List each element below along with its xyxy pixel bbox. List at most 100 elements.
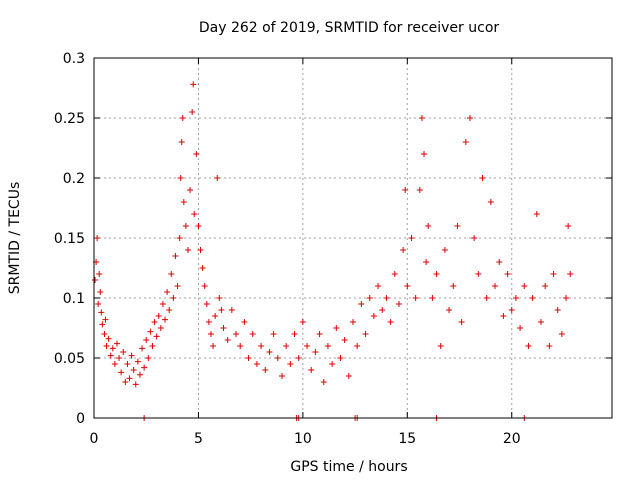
data-point [358,301,365,307]
data-point [111,361,118,367]
data-point [237,343,244,349]
data-point [299,319,306,325]
data-point [341,337,348,343]
data-point [425,223,432,229]
data-point [233,331,240,337]
data-point [96,271,103,277]
data-point [105,335,112,342]
data-point [136,371,143,378]
data-point [270,331,277,337]
data-point [101,331,108,337]
data-point [99,321,106,328]
data-point [383,295,390,301]
data-point [149,343,156,349]
y-tick-labels: 0 0.05 0.1 0.15 0.2 0.25 0.3 [54,51,85,427]
data-point [274,355,281,361]
data-point [512,295,519,301]
data-point [496,259,503,265]
data-point [134,358,141,365]
y-tick-label: 0.15 [54,231,85,247]
data-point [120,349,127,355]
data-point [216,295,223,301]
data-point [362,331,369,337]
data-point [212,313,219,319]
x-tick-label: 5 [194,431,203,447]
data-point [126,375,133,382]
data-point [178,139,185,145]
data-point [210,343,217,349]
data-point [387,319,394,325]
data-point [182,223,189,229]
data-point [151,319,158,325]
data-point [103,343,110,349]
data-point [203,301,210,307]
data-point [558,331,565,337]
plot-frame [93,57,613,419]
chart-title: Day 262 of 2019, SRMTID for receiver uco… [199,20,500,36]
grid-lines [94,58,612,418]
data-point [107,352,114,359]
data-point [408,235,415,241]
data-point [193,151,200,157]
data-point [174,283,181,289]
data-point [504,271,511,277]
data-point [441,247,448,253]
data-point [324,343,331,349]
data-point [567,271,574,277]
data-point [228,307,235,313]
data-point [454,223,461,229]
data-point [197,247,204,253]
data-point [102,316,109,323]
data-point [116,355,123,361]
data-point [207,331,214,337]
data-point [375,283,382,289]
data-point [291,331,298,337]
x-tick-label: 10 [294,431,312,447]
data-point [433,271,440,277]
data-point [487,199,494,205]
data-point [308,367,315,373]
data-point [189,109,196,115]
data-markers [92,81,574,421]
data-point [295,355,302,361]
data-point [205,319,212,325]
data-point [122,379,129,385]
data-point [337,355,344,361]
y-tick-label: 0.3 [63,51,85,67]
data-point [262,367,269,373]
data-point [162,316,169,323]
data-point [195,223,202,229]
data-point [471,235,478,241]
data-point [404,283,411,289]
data-point [184,247,191,253]
data-point [492,283,499,289]
y-tick-label: 0.25 [54,111,85,127]
data-point [241,319,248,325]
data-point [345,373,352,379]
data-point [179,115,186,121]
data-point [147,328,154,335]
data-point [199,265,206,271]
data-point [533,211,540,217]
data-point [525,343,532,349]
y-tick-label: 0 [76,411,85,427]
data-point [253,361,260,367]
data-point [537,319,544,325]
data-point [187,187,194,193]
data-point [245,355,252,361]
data-point [508,307,515,313]
data-point [191,211,198,217]
data-point [429,295,436,301]
data-point [128,352,135,359]
x-tick-label: 20 [503,431,521,447]
x-tick-label: 0 [90,431,99,447]
data-point [529,295,536,301]
data-point [333,325,340,331]
data-point [92,277,99,283]
data-point [370,313,377,319]
data-point [153,333,160,340]
data-point [500,313,507,319]
data-point [218,307,225,313]
data-point [565,223,572,229]
